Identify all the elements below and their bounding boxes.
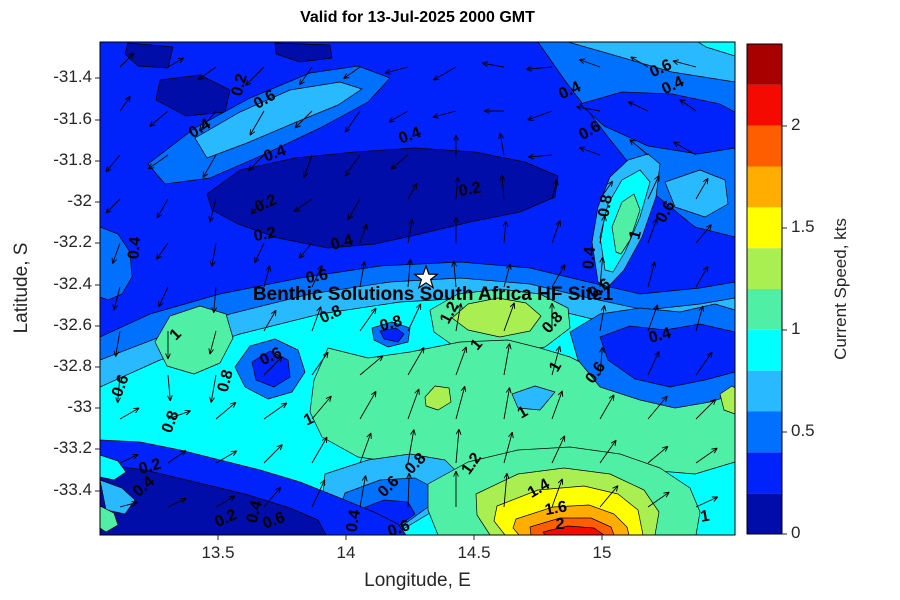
contour-label: 0.8 [595,193,616,218]
y-tick-label: -33.2 [53,438,92,457]
contour-region-0.4-0.6 [100,226,133,301]
contour-region-0.2-0.4 [599,323,735,388]
contour-label: 1 [699,508,711,526]
y-tick-label: -32.6 [53,315,92,334]
colorbar-border [746,43,783,535]
colorbar-segment [747,44,782,85]
contour-region-0.2-0.4 [579,91,735,155]
contour-label: 0.2 [253,224,278,245]
contour-label: 0.4 [580,246,599,270]
contour-label: 0.8 [159,408,183,435]
contour-label: 0.8 [378,313,404,335]
colorbar-segment [747,289,782,330]
contour-region-0.2-0.4 [251,350,291,388]
contour-region-0.8-1 [100,454,127,481]
contour-label: 1.6 [544,498,569,519]
contour-label: 1 [626,228,645,241]
contour-label: 0.2 [229,72,251,98]
x-tick-label: 14 [336,543,356,562]
contour-label: 0.4 [397,124,424,148]
y-tick-label: -31.8 [53,150,92,169]
contour-region-1.2-1.4 [719,385,735,415]
y-tick-label: -33 [67,397,92,416]
contour-label: 0.6 [261,509,288,533]
contour-label: 0.6 [386,517,413,541]
contour-label: 0.2 [458,179,483,200]
colorbar-segment [747,166,782,208]
colorbar-segment [747,370,782,412]
contour-region-0.8-1 [697,42,735,57]
x-axis-label: Longitude, E [364,570,471,591]
contour-region-0.6-0.8 [567,42,735,83]
contour-label: 0.4 [343,508,364,533]
contour-region-0-0.2 [274,42,333,63]
colorbar-tick-label: 2 [791,115,801,134]
contour-label: 0.2 [137,456,163,478]
y-tick-label: -31.6 [53,109,92,128]
contour-region-1-1.2 [154,305,234,375]
contour-region-0-0.2 [124,42,174,69]
x-tick-label: 13.5 [201,543,235,562]
station-label: Benthic Solutions South Africa HF Site1 [253,284,614,305]
plot-border [99,41,736,536]
contour-label: 0.4 [329,232,355,254]
colorbar-segment [747,125,782,167]
colorbar-segment [747,452,782,494]
chart-title: Valid for 13-Jul-2025 2000 GMT [300,9,535,26]
contour-region-0.6-0.8 [664,169,729,218]
contour-region-0.6-0.8 [194,81,363,159]
colorbar-tick-label: 0.5 [791,421,815,440]
y-tick-label: -32 [67,191,92,210]
y-tick-label: -32.8 [53,356,92,375]
contour-label: 0.4 [262,142,289,166]
colorbar-tick-label: 0 [791,523,801,542]
contour-region-1-1.2 [611,193,641,255]
contour-label: 0.4 [244,499,266,525]
contour-region-0-0.2 [206,147,559,249]
colorbar-segment [747,248,782,289]
contour-region-0.2-0.4 [379,327,405,343]
contour-label: 2 [556,516,565,533]
contour-region-1-1.2 [309,339,735,491]
contour-region-0-0.2 [100,463,327,535]
contour-label: 0.4 [647,325,673,347]
colorbar-segment [747,493,782,534]
contour-region-0.6-0.8 [511,385,556,411]
y-axis-label: Latitude, S [11,242,32,334]
contour-label: 0.6 [305,266,330,287]
y-tick-label: -31.4 [53,67,92,86]
map-area: 0.20.60.40.40.40.20.2 0.40.40.20.60.40.40… [100,42,735,541]
x-tick-label: 15 [592,543,612,562]
current-direction-arrows [105,52,719,508]
y-tick-label: -32.2 [53,232,92,251]
colorbar-segment [747,329,782,371]
contour-label: 0.4 [125,236,144,260]
contour-region-1.2-1.4 [451,297,542,338]
x-tick-label: 14.5 [457,543,491,562]
y-tick-label: -32.4 [53,274,92,293]
contour-label: 0.8 [215,368,237,394]
colorbar-segment [747,411,782,453]
station-marker-star-icon [412,264,440,290]
colorbar-segment [747,207,782,249]
contour-region-1.2-1.4 [424,385,452,411]
y-tick-label: -33.4 [53,480,92,499]
colorbar-tick-label: 1 [791,319,801,338]
colorbar-segment [747,84,782,126]
colorbar-tick-label: 1.5 [791,217,815,236]
contour-region-1-1.2 [100,505,119,533]
colorbar-label: Current Speed, kts [831,218,850,360]
contour-label: 0.6 [109,372,133,399]
